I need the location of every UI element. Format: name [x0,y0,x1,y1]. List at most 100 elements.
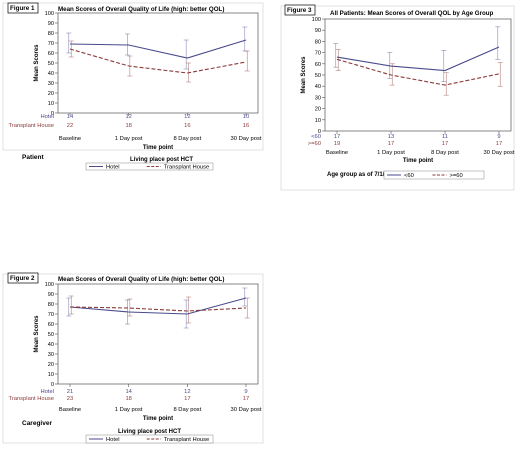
chart1-plot-area [57,12,259,114]
chart1-y-tick-label: 70 [48,41,54,47]
chart1-figure-badge [7,2,39,14]
chart1-legend-label: Hotel [106,165,120,171]
chart3-y-axis-label: Mean Scores [34,315,40,353]
chart2-n-row-label: <60 [311,134,321,140]
chart2-n-value: 17 [496,141,502,147]
chart3-plot-area [57,283,259,385]
chart1-series-line-1 [69,39,247,59]
chart2-n-value: 17 [388,141,394,147]
chart3-series-line-2 [69,306,247,312]
chart2-y-tick-label: 80 [315,39,321,45]
chart3-figure-label: Figure 2 [10,275,35,282]
chart2-y-tick-label: 30 [315,95,321,101]
chart3-n-value: 21 [67,389,73,395]
chart2-frame [280,5,515,191]
chart3-n-value: 12 [184,389,190,395]
chart3-x-axis-label: Time point [143,416,173,422]
chart2-y-tick-label: 20 [315,107,321,113]
chart3-y-tick-label: 60 [48,322,54,328]
chart3-y-tick-label: 100 [45,282,54,288]
chart2-figure-label: Figure 3 [287,7,312,14]
chart2-category-label: 8 Day post [431,150,459,156]
chart1-title: Mean Scores of Overall Quality of Life (… [58,6,224,13]
chart3-category-label: Baseline [59,407,81,413]
chart1-y-tick-label: 90 [48,21,54,27]
chart1-y-tick-label: 100 [45,11,54,17]
chart2-y-tick-label: 90 [315,28,321,34]
chart1-frame [2,2,264,151]
chart1-series-line-2 [69,48,247,74]
chart2-y-tick-label: 40 [315,84,321,90]
chart1-legend-label: Transplant House [164,165,210,171]
chart2-y-tick-label: 0 [318,129,321,135]
chart1-n-value: 16 [243,123,249,129]
chart2-n-value: 13 [388,134,394,140]
chart2-n-value: 9 [497,134,500,140]
chart3-y-tick-label: 50 [48,332,54,338]
chart3-y-tick-label: 20 [48,362,54,368]
chart3-n-value: 17 [184,396,190,402]
chart2-figure-badge [284,4,316,16]
chart2-legend-label: >=60 [449,173,462,179]
chart3-y-tick-label: 40 [48,342,54,348]
chart3-n-value: 23 [67,396,73,402]
chart3-n-value: 18 [125,396,131,402]
chart1-category-label: 8 Day post [173,136,201,142]
chart1-y-tick-label: 50 [48,61,54,67]
chart1-n-value: 22 [67,123,73,129]
chart3-legend-title: Living place post HCT [118,429,181,435]
chart1-n-value: 18 [125,123,131,129]
chart1-category-label: Baseline [59,136,81,142]
chart3-category-label: 1 Day post [115,407,143,413]
chart1-n-value: 14 [67,114,74,120]
chart3-n-row-label: Transplant House [8,396,54,402]
chart2-series-line-2 [336,58,500,86]
chart1-y-tick-label: 30 [48,81,54,87]
chart2-n-value: 11 [442,134,448,140]
chart3-y-tick-label: 0 [51,382,54,388]
chart2-legend-title: Age group as of 7/1/2016 [327,172,398,178]
row-label-caregiver: Caregiver [22,420,52,427]
chart2-n-value: 17 [334,134,340,140]
chart3-n-row-label: Hotel [40,389,54,395]
chart1-legend-title: Living place post HCT [130,157,193,163]
chart1-y-axis-label: Mean Scores [34,44,40,82]
chart1-n-value: 12 [125,114,131,120]
chart1-y-tick-label: 80 [48,31,54,37]
chart3-figure-badge [7,272,39,284]
chart3-y-tick-label: 80 [48,302,54,308]
chart1-n-value: 12 [184,114,190,120]
chart1-y-tick-label: 0 [51,111,54,117]
chart2-category-label: Baseline [326,150,348,156]
chart2-y-tick-label: 50 [315,73,321,79]
chart2-legend-label: <60 [404,173,414,179]
chart2-title: All Patients: Mean Scores of Overall QOL… [330,10,494,17]
chart3-series-line-1 [69,297,247,315]
chart2-y-axis-label: Mean Scores [301,56,307,94]
chart2-series-line-1 [336,46,500,72]
chart2-n-row-label: >=60 [308,141,321,147]
chart3-title: Mean Scores of Overall Quality of Life (… [58,276,224,283]
chart3-n-value: 17 [243,396,249,402]
chart1-y-tick-label: 10 [48,101,54,107]
chart3-y-tick-label: 70 [48,312,54,318]
chart1-n-row-label: Hotel [40,114,54,120]
chart2-y-tick-label: 100 [312,17,321,23]
chart3-category-label: 30 Day post [231,407,262,413]
chart1-y-tick-label: 20 [48,91,54,97]
chart1-n-row-label: Transplant House [8,123,54,129]
chart2-n-value: 17 [442,141,448,147]
chart1-category-label: 30 Day post [231,136,262,142]
chart2-plot-area [324,18,512,132]
chart2-x-axis-label: Time point [403,158,433,164]
chart2-y-tick-label: 10 [315,118,321,124]
chart2-category-label: 1 Day post [377,150,405,156]
chart1-figure-label: Figure 1 [10,5,35,12]
chart1-y-tick-label: 60 [48,51,54,57]
chart3-y-tick-label: 90 [48,292,54,298]
chart2-category-label: 30 Day post [484,150,515,156]
chart3-category-label: 8 Day post [173,407,201,413]
chart2-y-tick-label: 70 [315,51,321,57]
chart1-n-value: 10 [243,114,249,120]
